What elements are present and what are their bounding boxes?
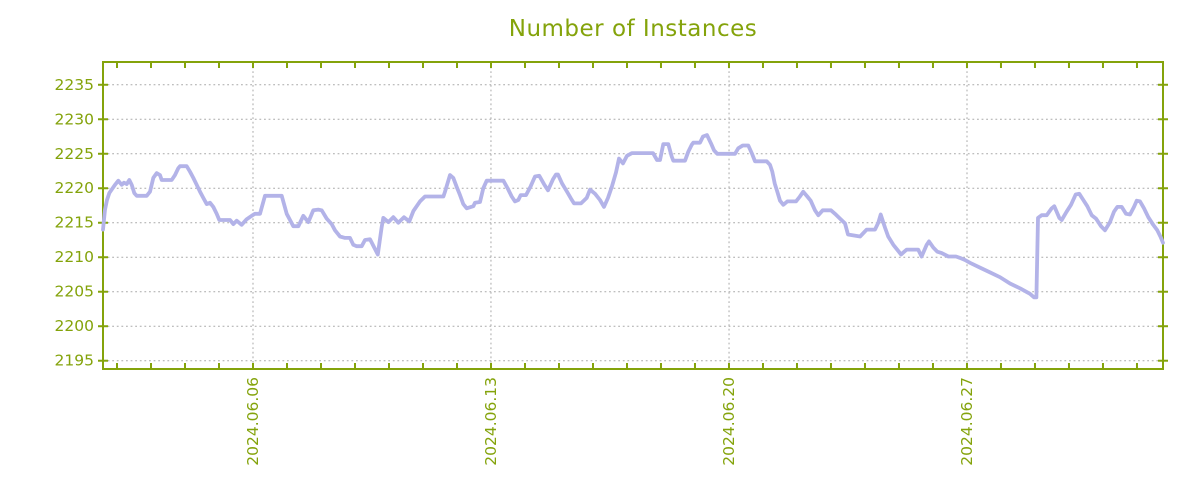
y-tick-label: 2235 (55, 76, 94, 94)
data-line-instances (101, 133, 1165, 300)
y-tick-label: 2205 (55, 283, 94, 301)
y-tick-label: 2220 (55, 179, 94, 197)
x-tick-label: 2024.06.13 (482, 377, 500, 466)
chart-title: Number of Instances (508, 16, 758, 42)
y-tick-label: 2225 (55, 145, 94, 163)
x-tick-label: 2024.06.06 (244, 377, 262, 466)
y-tick-label: 2200 (55, 317, 94, 335)
y-tick-label: 2210 (55, 248, 94, 266)
x-tick-label: 2024.06.20 (720, 377, 738, 466)
plot-frame (102, 61, 1164, 370)
y-tick-label: 2215 (55, 214, 94, 232)
x-tick-label: 2024.06.27 (958, 377, 976, 466)
y-tick-label: 2230 (55, 110, 94, 128)
y-tick-label: 2195 (55, 352, 94, 370)
